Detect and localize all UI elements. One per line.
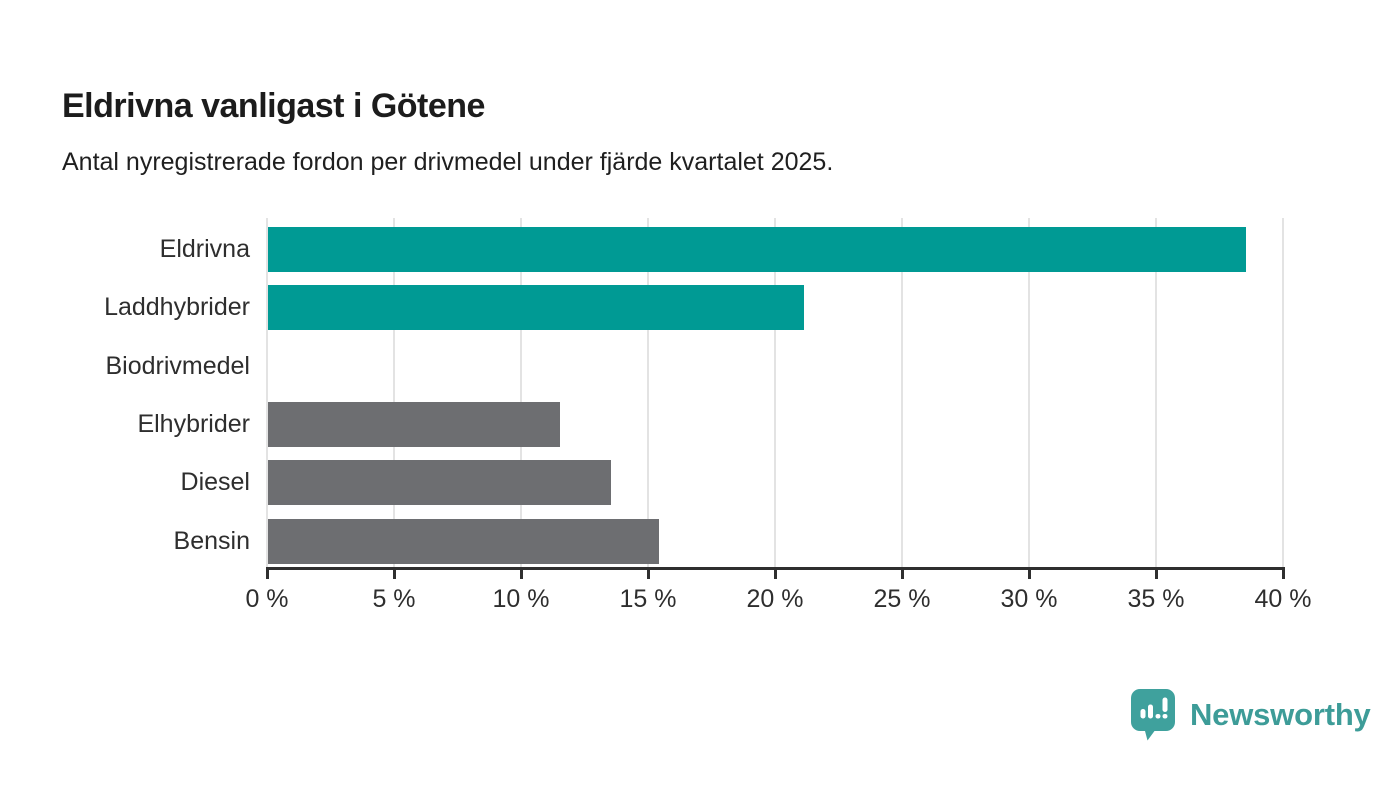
x-axis-tick xyxy=(773,570,777,579)
bar-eldrivna xyxy=(268,227,1246,272)
gridline xyxy=(901,218,903,567)
category-label-biodrivmedel: Biodrivmedel xyxy=(105,351,250,380)
x-axis-tick-label: 25 % xyxy=(873,585,931,613)
gridline xyxy=(393,218,395,567)
bar-elhybrider xyxy=(268,401,561,447)
x-axis-tick-label: 30 % xyxy=(1000,585,1058,613)
chart-subtitle: Antal nyregistrerade fordon per drivmede… xyxy=(62,148,834,176)
x-axis-tick xyxy=(900,570,904,579)
gridline xyxy=(647,218,649,567)
newsworthy-speech-bubble-bar-chart-icon xyxy=(1131,689,1175,741)
newsworthy-logo: Newsworthy xyxy=(1130,688,1371,741)
page-title: Eldrivna vanligast i Götene xyxy=(62,86,485,125)
bar-laddhybrider xyxy=(268,285,804,331)
category-label-elhybrider: Elhybrider xyxy=(137,409,250,438)
x-axis-line xyxy=(265,567,1285,570)
gridline xyxy=(1028,218,1030,567)
gridline xyxy=(266,218,268,567)
gridline xyxy=(1155,218,1157,567)
x-axis-tick-label: 35 % xyxy=(1127,585,1185,613)
category-label-diesel: Diesel xyxy=(180,468,250,497)
x-axis-tick xyxy=(1027,570,1031,579)
x-axis-tick-label: 10 % xyxy=(492,585,550,613)
x-axis-tick-label: 40 % xyxy=(1254,585,1312,613)
gridline xyxy=(1282,218,1284,567)
newsworthy-wordmark: Newsworthy xyxy=(1190,696,1371,732)
bar-diesel xyxy=(268,460,611,506)
x-axis-tick-label: 5 % xyxy=(372,585,416,613)
x-axis-tick-label: 0 % xyxy=(245,585,289,613)
x-axis-tick xyxy=(1154,570,1158,579)
x-axis-tick xyxy=(392,570,396,579)
x-axis-tick xyxy=(1281,570,1285,579)
x-axis-tick xyxy=(519,570,523,579)
x-axis-tick-label: 20 % xyxy=(746,585,804,613)
category-label-laddhybrider: Laddhybrider xyxy=(104,293,250,322)
category-label-eldrivna: Eldrivna xyxy=(159,235,250,263)
category-label-bensin: Bensin xyxy=(173,526,250,555)
gridline xyxy=(774,218,776,567)
x-axis-tick xyxy=(265,570,269,579)
x-axis-tick xyxy=(646,570,650,579)
gridline xyxy=(520,218,522,567)
x-axis-tick-label: 15 % xyxy=(619,585,677,613)
bar-bensin xyxy=(268,518,660,564)
